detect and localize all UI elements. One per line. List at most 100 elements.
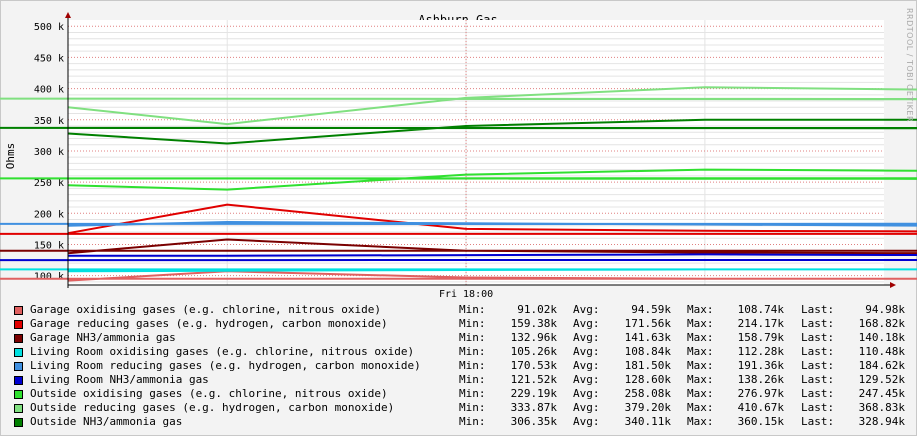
legend-min-label: Min:: [459, 317, 486, 330]
legend-min-label: Min:: [459, 359, 486, 372]
plot-area: [68, 20, 884, 285]
legend-series-name: Outside NH3/ammonia gas: [30, 415, 183, 428]
legend-min-value: 132.96k: [510, 331, 557, 344]
legend-max-label: Max:: [687, 373, 714, 386]
legend-min-value: 105.26k: [510, 345, 557, 358]
y-tick-label: 450 k: [34, 53, 64, 64]
legend-min-value: 333.87k: [510, 401, 557, 414]
y-axis-ticks: 100 k 150 k 200 k 250 k 300 k 350 k 400 k 450 k…: [34, 22, 64, 282]
legend-min-label: Min:: [459, 415, 486, 428]
grid: [68, 20, 884, 285]
legend-max-label: Max:: [687, 359, 714, 372]
legend-avg-value: 171.56k: [624, 317, 671, 330]
legend-last-value: 184.62k: [858, 359, 905, 372]
legend-avg-value: 128.60k: [624, 373, 671, 386]
y-tick-label: 200 k: [34, 209, 64, 220]
x-axis-arrow: [890, 282, 896, 288]
legend-last-label: Last:: [801, 415, 835, 428]
y-tick-label: 100 k: [34, 272, 64, 283]
legend-avg-label: Avg:: [573, 401, 600, 414]
legend-min-label: Min:: [459, 387, 486, 400]
x-axis-ticks: Fri 18:00Fri 21:00Sat 00:00Sat 03:00Sat …: [439, 289, 493, 300]
legend-min-label: Min:: [459, 303, 486, 316]
legend-swatch: [14, 390, 23, 399]
legend-last-label: Last:: [801, 331, 835, 344]
axes: [65, 12, 896, 288]
legend-last-label: Last:: [801, 359, 835, 372]
legend-last-value: 168.82k: [858, 317, 905, 330]
legend-last-value: 368.83k: [858, 401, 905, 414]
legend-avg-value: 340.11k: [624, 415, 671, 428]
y-tick-label: 350 k: [34, 116, 64, 127]
legend-avg-label: Avg:: [573, 359, 600, 372]
legend-max-label: Max:: [687, 331, 714, 344]
legend-swatch: [14, 348, 23, 357]
legend-series-name: Living Room NH3/ammonia gas: [30, 373, 209, 386]
y-axis-arrow: [65, 12, 71, 18]
legend-swatch: [14, 418, 23, 427]
legend-last-value: 94.98k: [865, 303, 905, 316]
legend-swatch: [14, 334, 23, 343]
legend-series-name: Outside reducing gases (e.g. hydrogen, c…: [30, 401, 395, 414]
legend-max-label: Max:: [687, 345, 714, 358]
legend-avg-value: 181.50k: [624, 359, 671, 372]
legend-min-value: 91.02k: [517, 303, 557, 316]
legend-max-value: 360.15k: [737, 415, 784, 428]
legend-max-label: Max:: [687, 303, 714, 316]
legend-max-label: Max:: [687, 317, 714, 330]
legend-swatch: [14, 306, 23, 315]
legend-last-label: Last:: [801, 317, 835, 330]
legend-max-value: 108.74k: [737, 303, 784, 316]
legend-last-label: Last:: [801, 373, 835, 386]
legend-series-name: Living Room reducing gases (e.g. hydroge…: [30, 359, 421, 372]
legend-min-value: 170.53k: [510, 359, 557, 372]
legend-max-value: 138.26k: [737, 373, 784, 386]
legend-last-value: 110.48k: [858, 345, 905, 358]
legend-series-name: Outside oxidising gases (e.g. chlorine, …: [30, 387, 388, 400]
y-tick-label: 400 k: [34, 85, 64, 96]
legend-max-value: 158.79k: [737, 331, 784, 344]
legend-swatch: [14, 376, 23, 385]
legend-last-value: 247.45k: [858, 387, 905, 400]
legend-last-value: 129.52k: [858, 373, 905, 386]
legend-swatch: [14, 320, 23, 329]
y-tick-label: 300 k: [34, 147, 64, 158]
legend-series-name: Garage oxidising gases (e.g. chlorine, n…: [30, 303, 381, 316]
legend-min-label: Min:: [459, 345, 486, 358]
legend-avg-value: 379.20k: [624, 401, 671, 414]
rrdtool-credit: RRDTOOL / TOBI OETIKER: [905, 8, 914, 123]
legend-avg-value: 258.08k: [624, 387, 671, 400]
legend-avg-label: Avg:: [573, 345, 600, 358]
legend-avg-label: Avg:: [573, 415, 600, 428]
legend-last-label: Last:: [801, 303, 835, 316]
legend-last-label: Last:: [801, 345, 835, 358]
legend-avg-label: Avg:: [573, 387, 600, 400]
y-tick-label: 150 k: [34, 240, 64, 251]
legend-min-value: 159.38k: [510, 317, 557, 330]
legend-last-label: Last:: [801, 387, 835, 400]
legend-max-value: 191.36k: [737, 359, 784, 372]
legend-min-label: Min:: [459, 401, 486, 414]
legend-series-name: Living Room oxidising gases (e.g. chlori…: [30, 345, 415, 358]
y-axis-label: Ohms: [4, 143, 17, 170]
legend-avg-value: 141.63k: [624, 331, 671, 344]
legend-avg-value: 94.59k: [631, 303, 671, 316]
x-tick-label: Fri 18:00: [439, 289, 493, 300]
legend-max-value: 276.97k: [737, 387, 784, 400]
legend-avg-label: Avg:: [573, 331, 600, 344]
legend-series-name: Garage NH3/ammonia gas: [30, 331, 176, 344]
legend-max-label: Max:: [687, 401, 714, 414]
legend-avg-label: Avg:: [573, 303, 600, 316]
legend-max-value: 112.28k: [737, 345, 784, 358]
legend-last-value: 328.94k: [858, 415, 905, 428]
y-tick-label: 250 k: [34, 178, 64, 189]
legend-avg-value: 108.84k: [624, 345, 671, 358]
legend-min-value: 306.35k: [510, 415, 557, 428]
legend-last-value: 140.18k: [858, 331, 905, 344]
y-tick-label: 500 k: [34, 22, 64, 33]
legend-min-label: Min:: [459, 373, 486, 386]
legend-min-label: Min:: [459, 331, 486, 344]
legend-swatch: [14, 362, 23, 371]
legend-avg-label: Avg:: [573, 373, 600, 386]
